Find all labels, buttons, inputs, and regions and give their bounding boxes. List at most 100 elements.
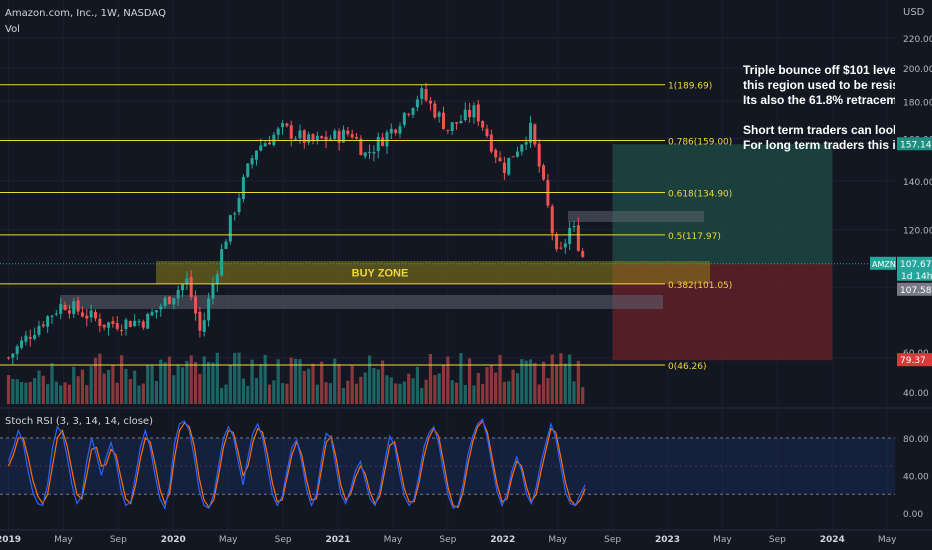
candle-body <box>507 157 511 175</box>
long-position-profit-area <box>612 144 833 265</box>
candle-body <box>420 88 424 99</box>
volume-bar <box>246 385 250 404</box>
candle-body <box>502 162 506 173</box>
time-axis-label: 2024 <box>820 535 845 545</box>
fib-level-label: 1(189.69) <box>668 82 712 92</box>
volume-bar <box>46 384 50 404</box>
volume-bar <box>172 375 176 404</box>
candle-body <box>511 156 515 158</box>
time-axis-label: May <box>384 535 403 545</box>
candle-body <box>20 340 24 348</box>
candle-body <box>246 163 250 177</box>
volume-bar <box>85 385 89 404</box>
volume-bar <box>398 383 402 404</box>
volume-bar <box>437 373 441 404</box>
volume-bar <box>220 387 224 404</box>
currency-label: USD <box>903 7 925 18</box>
time-axis-label: May <box>54 535 73 545</box>
time-axis-label: May <box>713 535 732 545</box>
fib-level-label: 0.382(101.05) <box>668 281 732 291</box>
drawn-zones[interactable]: BUY ZONE <box>60 211 710 309</box>
volume-bar <box>381 360 385 404</box>
volume-bar <box>350 365 354 404</box>
volume-bar <box>176 364 180 404</box>
volume-bar <box>346 380 350 404</box>
volume-bar <box>494 372 498 404</box>
candle-body <box>450 122 454 131</box>
candle-body <box>333 130 337 140</box>
candle-body <box>167 296 171 304</box>
candle-body <box>150 312 154 316</box>
candle-body <box>146 313 150 329</box>
volume-bar <box>141 383 145 404</box>
time-axis-label: Sep <box>769 535 786 545</box>
candle-body <box>568 228 572 245</box>
volume-bar <box>333 358 337 404</box>
volume-bar <box>294 358 298 404</box>
candle-body <box>494 150 498 158</box>
volume-bar <box>489 364 493 404</box>
candle-body <box>415 99 419 108</box>
stoch-rsi-label[interactable]: Stoch RSI (3, 3, 14, 14, close) <box>5 416 153 427</box>
volume-bar <box>407 373 411 404</box>
candle-body <box>224 241 228 249</box>
volume-bar <box>202 356 206 404</box>
volume-bar <box>315 384 319 404</box>
fibonacci-retracement[interactable]: 1(189.69) 0.786(159.00) 0.618(134.90) 0.5(1… <box>0 82 732 372</box>
symbol-title[interactable]: Amazon.com, Inc., 1W, NASDAQ <box>5 8 166 19</box>
candle-body <box>50 315 54 317</box>
candle-body <box>372 151 376 154</box>
volume-label[interactable]: Vol <box>5 24 20 35</box>
volume-bar <box>520 359 524 404</box>
candle-body <box>76 300 80 312</box>
time-axis-label: 2022 <box>490 535 515 545</box>
volume-bar <box>363 372 367 404</box>
note-line: this region used to be resistanc <box>743 78 895 92</box>
symbol-tag: AMZN <box>872 260 896 269</box>
volume-bar <box>550 354 554 404</box>
candle-body <box>294 138 298 140</box>
candle-body <box>385 132 389 147</box>
candle-body <box>211 283 215 299</box>
candle-body <box>37 326 41 335</box>
volume-bar <box>280 383 285 404</box>
volume-bar <box>515 373 520 404</box>
volume-bar <box>563 363 567 404</box>
candle-body <box>542 165 546 180</box>
candle-body <box>250 158 254 165</box>
candle-body <box>215 274 219 284</box>
volume-bar <box>33 378 37 404</box>
candle-body <box>7 357 10 359</box>
volume-bar <box>324 382 328 404</box>
candle-body <box>576 225 580 251</box>
volume-bar <box>228 365 232 404</box>
entry-tag: 107.58 <box>900 286 932 296</box>
volume-bar <box>137 385 141 404</box>
volume-bar <box>15 379 19 404</box>
candle-body <box>285 123 289 126</box>
candle-body <box>489 134 493 152</box>
candle-body <box>428 100 432 104</box>
volume-bar <box>167 356 172 404</box>
candle-body <box>515 151 519 157</box>
candle-body <box>24 335 28 342</box>
volume-bar <box>185 360 189 404</box>
bar-countdown: 1d 14h <box>901 272 932 282</box>
candle-body <box>298 130 302 139</box>
price-tick-label: 180.00 <box>903 98 932 108</box>
volume-bar <box>359 376 363 404</box>
volume-bar <box>128 379 132 404</box>
long-position-tool[interactable] <box>612 144 833 361</box>
stoch-rsi-pane[interactable] <box>0 418 895 511</box>
candle-body <box>137 321 141 323</box>
volume-bar <box>6 375 11 404</box>
axes: 80.00100.00120.00140.00160.00180.00200.0… <box>0 35 932 545</box>
stoch-tick-label: 40.00 <box>903 473 929 483</box>
time-axis-label: Sep <box>110 535 127 545</box>
candle-body <box>268 142 271 145</box>
volume-bar <box>50 363 54 404</box>
candle-body <box>455 122 459 124</box>
candle-body <box>302 130 306 143</box>
analysis-note[interactable]: Triple bounce off $101 level wi this reg… <box>743 63 895 153</box>
